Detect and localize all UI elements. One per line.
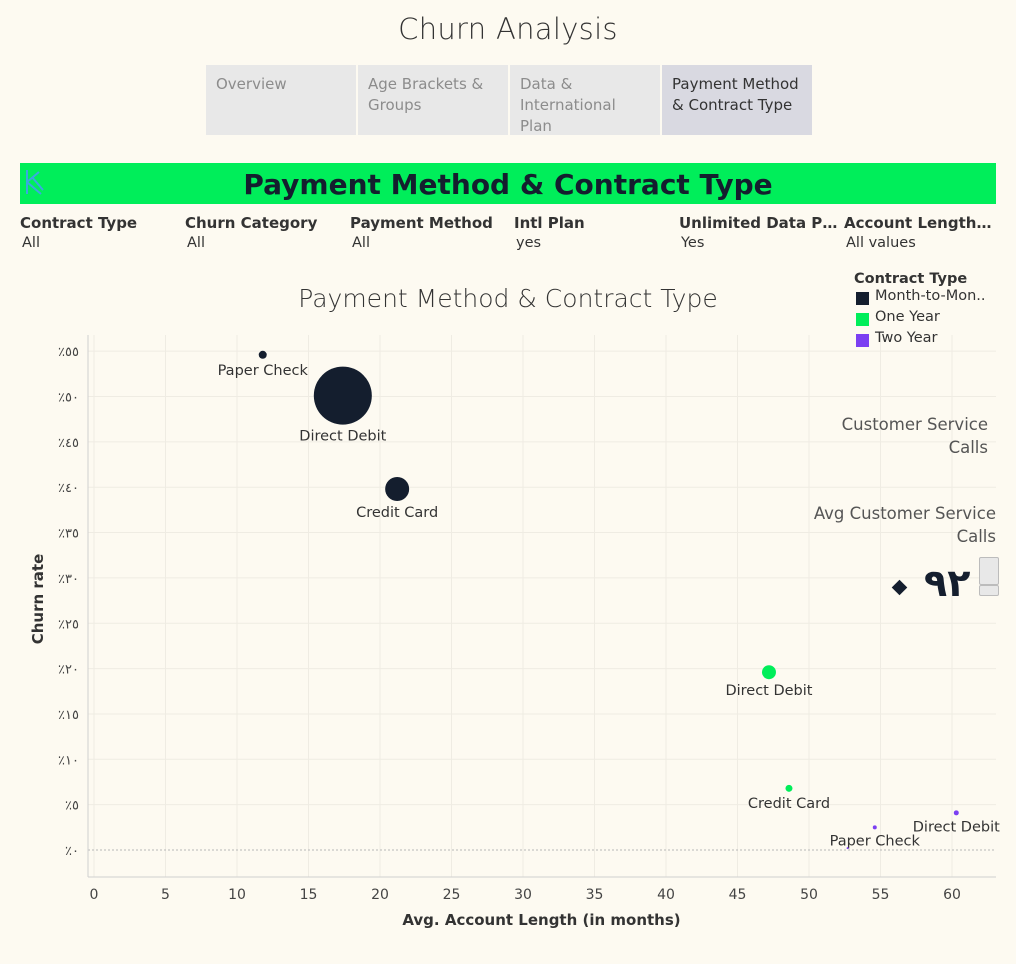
data-label: Direct Debit (913, 819, 1000, 835)
legend: Contract Type Month-to-Mon.. One Year Tw… (854, 271, 994, 348)
filter-intl-plan: Intl Plan yes (514, 214, 674, 251)
tab-age-brackets-groups[interactable]: Age Brackets & Groups (358, 65, 508, 135)
data-point (385, 477, 410, 502)
x-tick-label: 55 (872, 887, 890, 903)
chart-title: Payment Method & Contract Type (298, 284, 718, 313)
section-banner: Payment Method & Contract Type (20, 163, 996, 204)
data-point (872, 825, 877, 830)
x-tick-label: 45 (729, 887, 747, 903)
x-tick-label: 15 (300, 887, 318, 903)
legend-label: Two Year (875, 330, 938, 346)
tab-payment-method-contract-type[interactable]: Payment Method & Contract Type (662, 65, 812, 135)
stepper-control[interactable] (979, 557, 999, 597)
data-label: Direct Debit (299, 429, 386, 445)
data-point (953, 810, 959, 816)
kpi-value: ٩٢ (924, 561, 971, 605)
x-tick-label: 60 (943, 887, 961, 903)
filter-value[interactable]: yes (516, 235, 542, 251)
filter-contract-type: Contract Type All (20, 214, 180, 251)
legend-title: Contract Type (854, 271, 968, 287)
filter-value[interactable]: All values (846, 235, 916, 251)
stepper-down[interactable] (979, 585, 999, 596)
filter-churn-category: Churn Category All (185, 214, 345, 251)
filter-value[interactable]: All (352, 235, 370, 251)
legend-label: One Year (875, 309, 940, 325)
legend-swatch (856, 334, 869, 347)
x-tick-label: 30 (514, 887, 532, 903)
y-tick-label: ٪١٠ (58, 753, 79, 768)
data-point (785, 784, 793, 792)
avg-customer-service-calls-label: Avg Customer Service Calls (813, 504, 996, 546)
banner-title: Payment Method & Contract Type (243, 168, 773, 201)
data-label: Direct Debit (725, 683, 812, 699)
filter-payment-method: Payment Method All (350, 214, 510, 251)
legend-item[interactable]: Two Year (854, 329, 994, 348)
stepper-up[interactable] (979, 557, 999, 585)
legend-item[interactable]: One Year (854, 308, 994, 329)
data-point (313, 366, 372, 425)
y-tick-label: ٪٢٥ (58, 617, 79, 632)
x-tick-label: 5 (161, 887, 170, 903)
data-point (258, 350, 267, 359)
filter-unlimited-data-plan: Unlimited Data Plan Yes (679, 214, 839, 251)
logo-icon (26, 170, 44, 195)
x-tick-label: 40 (657, 887, 675, 903)
legend-swatch (856, 313, 869, 326)
y-tick-label: ٪١٥ (58, 708, 79, 723)
x-tick-label: 25 (443, 887, 461, 903)
y-tick-label: ٪٥٥ (58, 345, 79, 360)
x-tick-label: 0 (90, 887, 99, 903)
data-label: Credit Card (748, 796, 830, 812)
y-axis-label: Churn rate (29, 553, 47, 645)
y-tick-label: ٪٤٠ (58, 481, 79, 496)
data-label: Paper Check (830, 833, 921, 849)
x-tick-label: 50 (800, 887, 818, 903)
y-tick-label: ٪٥٠ (58, 391, 79, 406)
tab-overview[interactable]: Overview (206, 65, 356, 135)
data-point (846, 847, 849, 850)
legend-swatch (856, 292, 869, 305)
y-tick-label: ٪٣٥ (58, 527, 79, 542)
filter-value[interactable]: All (22, 235, 40, 251)
y-tick-label: ٪٣٠ (58, 572, 79, 587)
filter-value[interactable]: Yes (681, 235, 705, 251)
x-tick-label: 35 (586, 887, 604, 903)
data-label: Paper Check (218, 363, 309, 379)
page-title: Churn Analysis (398, 12, 618, 46)
filter-account-length: Account Length (in .. All values (844, 214, 994, 251)
filter-value[interactable]: All (187, 235, 205, 251)
customer-service-calls-label: Customer Service Calls (841, 415, 988, 457)
legend-item[interactable]: Month-to-Mon.. (854, 287, 994, 308)
y-tick-label: ٪٥ (65, 799, 79, 814)
y-tick-label: ٪٢٠ (58, 663, 79, 678)
y-tick-label: ٪٠ (65, 844, 79, 859)
legend-label: Month-to-Mon.. (875, 288, 986, 304)
x-axis-label: Avg. Account Length (in months) (402, 911, 681, 929)
y-tick-label: ٪٤٥ (58, 436, 79, 451)
x-tick-label: 10 (228, 887, 246, 903)
tab-data-international-plan[interactable]: Data & International Plan (510, 65, 660, 135)
data-point (761, 665, 776, 680)
x-tick-label: 20 (371, 887, 389, 903)
data-label: Credit Card (356, 505, 438, 521)
